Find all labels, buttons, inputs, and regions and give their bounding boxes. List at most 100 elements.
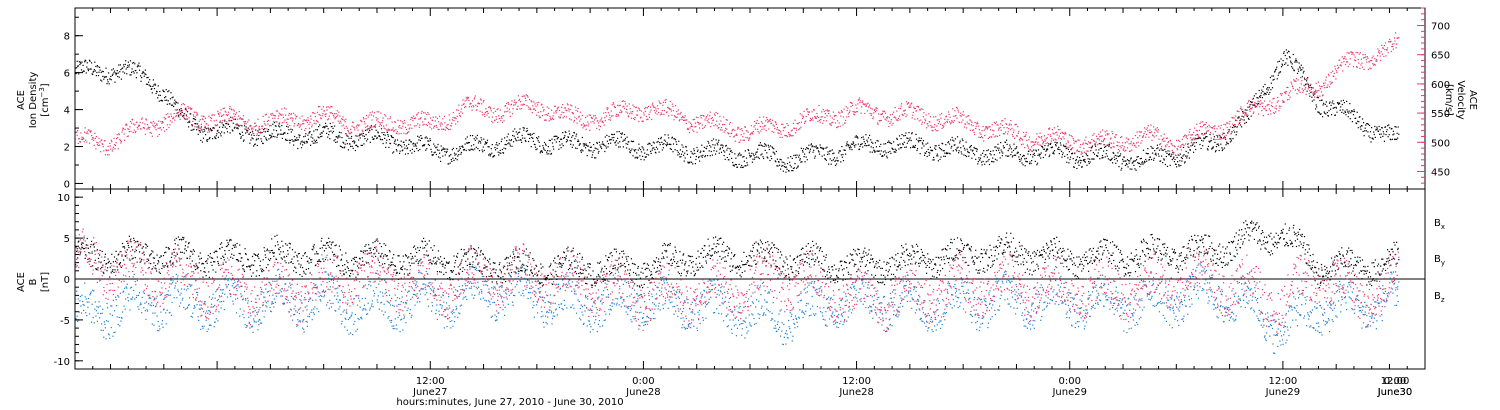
velocity-series-point [872, 116, 874, 118]
density-series-point [1001, 151, 1003, 153]
velocity-series-point [792, 122, 794, 124]
density-series-point [108, 72, 110, 74]
velocity-series-point [832, 121, 834, 123]
density-series-point [987, 160, 989, 162]
density-series-point [392, 137, 394, 139]
velocity-series-point [1338, 66, 1340, 68]
density-series-point [1042, 147, 1044, 149]
velocity-series-point [108, 149, 110, 151]
velocity-series-point [1374, 64, 1376, 66]
velocity-series-point [691, 125, 693, 127]
velocity-series-point [1305, 93, 1307, 95]
velocity-series-point [1236, 120, 1238, 122]
density-series-point [1056, 142, 1058, 144]
density-series-point [647, 154, 650, 156]
density-series-point [368, 131, 370, 133]
density-series-point [342, 146, 344, 149]
velocity-series-point [1100, 140, 1102, 142]
velocity-series-point [574, 106, 577, 108]
velocity-series-point [972, 129, 975, 131]
velocity-series-point [777, 132, 779, 134]
velocity-series-point [619, 104, 621, 106]
velocity-series-point [358, 125, 360, 127]
density-series-point [264, 131, 266, 133]
velocity-series-point [782, 123, 784, 125]
density-series-point [1317, 97, 1319, 99]
velocity-series-point [860, 112, 862, 114]
velocity-series-point [129, 126, 131, 128]
density-series-point [1238, 116, 1240, 118]
velocity-series-point [1376, 60, 1378, 62]
velocity-series-point [837, 126, 839, 128]
velocity-series-point [752, 133, 754, 135]
velocity-series-point [654, 106, 656, 108]
density-series-point [443, 148, 445, 150]
velocity-series-point [1224, 138, 1226, 140]
density-series-point [700, 155, 702, 157]
velocity-series-point [638, 120, 640, 123]
density-series-point [170, 104, 173, 106]
velocity-series-point [1355, 52, 1357, 54]
density-series-point [956, 147, 958, 149]
density-series-point [396, 139, 399, 141]
velocity-series-point [84, 127, 86, 129]
velocity-series-point [887, 120, 889, 122]
density-series-point [1288, 56, 1291, 58]
velocity-series-point [1041, 139, 1043, 141]
density-series-point [477, 142, 480, 144]
density-series-point [1309, 84, 1311, 86]
density-series-point [718, 152, 720, 154]
density-series-point [435, 153, 437, 156]
density-series-point [864, 144, 866, 147]
density-series-point [563, 136, 565, 138]
density-series-point [1172, 157, 1174, 159]
density-series-point [785, 166, 788, 168]
density-series-point [1291, 66, 1293, 68]
velocity-series-point [1052, 132, 1054, 134]
velocity-series-point [267, 123, 269, 125]
density-series-point [609, 138, 611, 141]
velocity-series-point [408, 128, 410, 130]
velocity-series-point [1055, 132, 1057, 134]
density-series-point [1032, 154, 1034, 156]
velocity-series-point [1009, 129, 1011, 131]
density-series-point [333, 140, 335, 142]
velocity-series-point [1292, 86, 1294, 88]
density-series-point [772, 151, 774, 153]
density-series-point [896, 138, 898, 141]
density-series-point [129, 74, 131, 76]
density-series-point [322, 130, 324, 132]
velocity-series-point [856, 111, 858, 113]
velocity-series-point [531, 101, 533, 103]
density-series-point [1318, 112, 1320, 114]
density-series-point [981, 164, 983, 166]
density-series-point [84, 61, 86, 63]
velocity-series-point [1002, 120, 1004, 122]
velocity-series-point [650, 106, 652, 108]
density-series-point [489, 155, 491, 157]
velocity-series-point [576, 122, 578, 124]
density-series-point [1153, 157, 1155, 159]
velocity-series-point [791, 129, 793, 131]
velocity-series-point [270, 113, 272, 115]
velocity-series-point [194, 126, 196, 128]
density-series-point [1216, 143, 1218, 145]
density-series-point [252, 138, 254, 140]
density-series-point [516, 133, 518, 135]
density-series-point [277, 134, 279, 136]
velocity-series-point [338, 122, 340, 124]
density-series-point [319, 124, 321, 126]
density-series-point [1146, 160, 1148, 162]
velocity-series-point [221, 114, 223, 116]
density-series-point [500, 140, 502, 143]
velocity-series-point [386, 129, 388, 131]
velocity-series-point [1176, 139, 1178, 141]
velocity-series-point [369, 112, 371, 114]
density-series-point [904, 134, 906, 137]
velocity-series-point [589, 129, 591, 131]
density-series-point [612, 139, 614, 141]
velocity-series-point [568, 110, 570, 112]
velocity-series-point [613, 103, 615, 105]
density-series-point [570, 140, 572, 142]
density-series-point [488, 154, 490, 156]
